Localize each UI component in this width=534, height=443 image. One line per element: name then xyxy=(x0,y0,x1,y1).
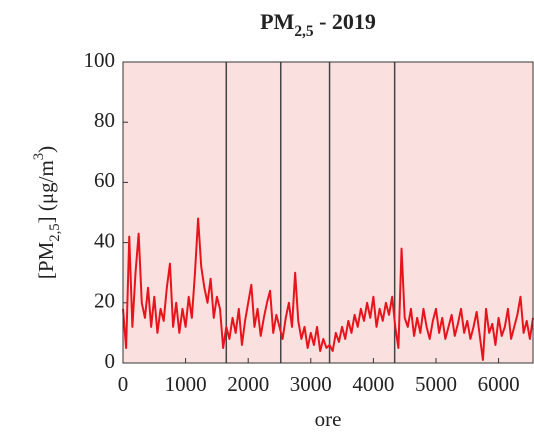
title-part: PM xyxy=(260,9,294,34)
y-tick-label: 80 xyxy=(94,108,115,132)
ylabel-part: ) xyxy=(34,146,58,153)
series-line xyxy=(122,217,534,361)
ylabel-part: 2,5 xyxy=(47,223,63,241)
title-part: - 2019 xyxy=(314,9,376,34)
x-tick-label: 0 xyxy=(118,372,129,396)
x-tick-label: 4000 xyxy=(352,372,394,396)
x-tick-label: 6000 xyxy=(478,372,520,396)
x-tick-label: 5000 xyxy=(415,372,457,396)
ylabel-part: 3 xyxy=(31,153,47,160)
y-tick-label: 60 xyxy=(94,168,115,192)
title-part: 2,5 xyxy=(294,23,314,40)
x-tick-label: 1000 xyxy=(165,372,207,396)
chart-title: PM2,5 - 2019 xyxy=(260,9,376,40)
y-tick-label: 100 xyxy=(84,48,116,72)
y-axis-label: [PM2,5] (μg/m3) xyxy=(31,146,63,279)
y-tick-label: 20 xyxy=(94,289,115,313)
y-tick-label: 40 xyxy=(94,228,115,252)
plot-frame xyxy=(122,61,534,364)
x-axis-label: ore xyxy=(315,407,342,431)
ylabel-part: ] (μg/m xyxy=(34,160,58,223)
ylabel-part: [PM xyxy=(34,241,58,279)
x-tick-label: 2000 xyxy=(227,372,269,396)
y-tick-label: 0 xyxy=(105,349,116,373)
x-tick-label: 3000 xyxy=(290,372,332,396)
